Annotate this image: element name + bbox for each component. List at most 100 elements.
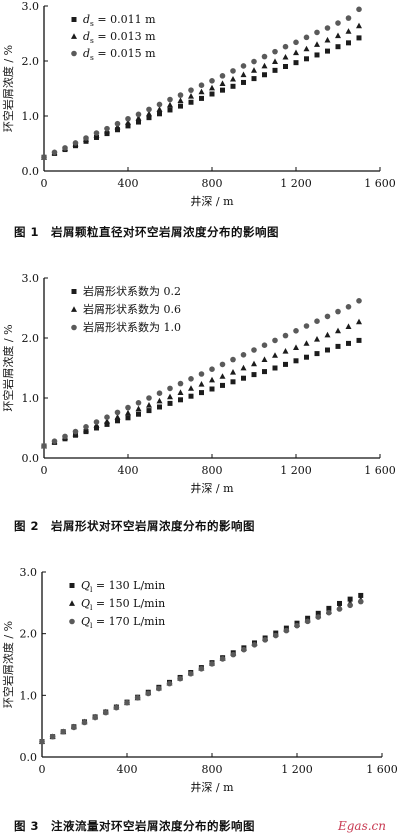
data-point-square	[325, 347, 330, 353]
data-point-square	[335, 343, 341, 349]
legend-marker-triangle	[71, 33, 77, 39]
x-tick-label: 1 600	[364, 177, 396, 190]
x-tick-label: 400	[118, 177, 139, 190]
figure-1-number: 图 1	[14, 225, 40, 239]
data-point-square	[125, 123, 131, 129]
legend-label: Ql = 130 L/min	[81, 579, 165, 594]
data-point-triangle	[167, 393, 173, 400]
data-point-circle	[282, 43, 289, 50]
data-point-triangle	[230, 75, 236, 82]
data-point-circle	[230, 68, 236, 74]
data-point-square	[358, 592, 364, 598]
data-point-circle	[135, 111, 142, 118]
data-point-circle	[357, 598, 364, 605]
data-point-circle	[294, 622, 300, 629]
data-point-circle	[283, 627, 290, 634]
data-point-square	[241, 375, 246, 381]
data-point-circle	[293, 39, 299, 46]
data-point-circle	[62, 145, 68, 151]
data-point-circle	[81, 719, 88, 726]
data-point-square	[356, 337, 362, 343]
x-tick-label: 800	[202, 464, 223, 477]
chart-3: 0 400 800 1 200 1 600 0.0 1.0 2.0 3.0 井深 / m 环空岩屑浓…	[1, 566, 398, 794]
data-point-circle	[345, 304, 352, 310]
data-point-square	[178, 103, 183, 109]
data-point-square	[104, 421, 110, 427]
legend-marker-triangle	[69, 600, 75, 606]
data-point-circle	[209, 78, 215, 84]
figure-1: 0 400 800 1 200 1 600 0.0 1.0 2.0 3.0 井深 / m 环空岩屑浓…	[0, 0, 400, 245]
x-tick-label: 400	[118, 464, 139, 477]
data-point-circle	[335, 308, 341, 315]
data-point-circle	[209, 366, 215, 372]
data-point-circle	[72, 428, 79, 435]
legend-label-main: 岩屑形状系数为 1.0	[83, 320, 181, 334]
legend-label-value: = 170 L/min	[92, 615, 165, 628]
x-tick-label: 400	[117, 763, 138, 776]
data-point-circle	[167, 96, 173, 103]
data-point-square	[304, 56, 309, 62]
x-tick-label: 0	[41, 464, 48, 477]
data-point-circle	[315, 614, 322, 620]
x-tick-label: 1 200	[281, 763, 313, 776]
x-axis-label: 井深 / m	[190, 780, 234, 794]
legend-label: ds = 0.013 m	[83, 30, 156, 45]
data-point-square	[272, 365, 278, 371]
data-point-circle	[230, 651, 237, 658]
data-point-triangle	[177, 389, 184, 395]
figure-3: 0 400 800 1 200 1 600 0.0 1.0 2.0 3.0 井深 / m 环空岩屑浓…	[0, 560, 400, 836]
x-tick-label: 0	[41, 177, 48, 190]
data-point-square	[220, 87, 225, 93]
y-tick-label: 3.0	[22, 272, 40, 285]
data-point-circle	[272, 337, 278, 344]
legend-label: 岩屑形状系数为 1.0	[83, 320, 181, 334]
data-point-square	[136, 119, 141, 125]
data-point-circle	[198, 82, 205, 88]
x-tick-label: 1 200	[280, 177, 312, 190]
chart-1: 0 400 800 1 200 1 600 0.0 1.0 2.0 3.0 井深 / m 环空岩屑浓…	[1, 0, 396, 208]
data-point-circle	[146, 106, 152, 113]
data-point-triangle	[177, 97, 184, 103]
figure-1-title: 岩屑颗粒直径对环空岩屑浓度分布的影响图	[51, 225, 280, 239]
data-point-circle	[145, 690, 152, 697]
data-point-circle	[41, 154, 47, 161]
data-point-circle	[198, 666, 205, 672]
data-point-triangle	[93, 422, 100, 428]
data-point-square	[304, 354, 309, 360]
y-tick-label: 0.0	[22, 452, 40, 465]
data-point-circle	[251, 58, 257, 65]
data-point-circle	[314, 29, 320, 36]
data-point-triangle	[293, 344, 299, 350]
data-point-circle	[188, 376, 194, 382]
legend-label-value: = 0.015 m	[94, 47, 156, 60]
data-point-circle	[303, 323, 310, 329]
data-point-triangle	[156, 397, 163, 404]
legend-label-value: = 0.013 m	[94, 30, 156, 43]
legend-label-main: 岩屑形状系数为 0.2	[83, 284, 181, 298]
data-point-circle	[324, 313, 331, 320]
legend-marker-circle	[71, 324, 77, 331]
figure-2-title: 岩屑形状对环空岩屑浓度分布的影响图	[51, 519, 256, 533]
data-point-triangle	[324, 36, 331, 43]
data-point-square	[262, 369, 267, 375]
legend-label-subscript: l	[90, 585, 93, 594]
y-tick-label: 1.0	[22, 392, 40, 405]
data-point-circle	[219, 361, 226, 368]
data-point-square	[199, 390, 204, 396]
data-point-circle	[156, 685, 162, 692]
data-point-triangle	[198, 88, 205, 95]
data-point-circle	[251, 641, 258, 648]
data-point-triangle	[188, 385, 194, 391]
data-point-circle	[240, 63, 247, 69]
data-point-square	[314, 52, 320, 58]
data-point-square	[136, 411, 141, 417]
data-point-square	[356, 35, 362, 41]
data-point-square	[199, 95, 204, 101]
data-point-square	[283, 361, 288, 367]
data-point-square	[241, 79, 246, 85]
data-point-circle	[262, 637, 268, 643]
data-point-circle	[125, 404, 131, 411]
legend-label-subscript: s	[90, 36, 94, 45]
data-point-circle	[124, 699, 130, 706]
data-point-circle	[198, 371, 205, 377]
